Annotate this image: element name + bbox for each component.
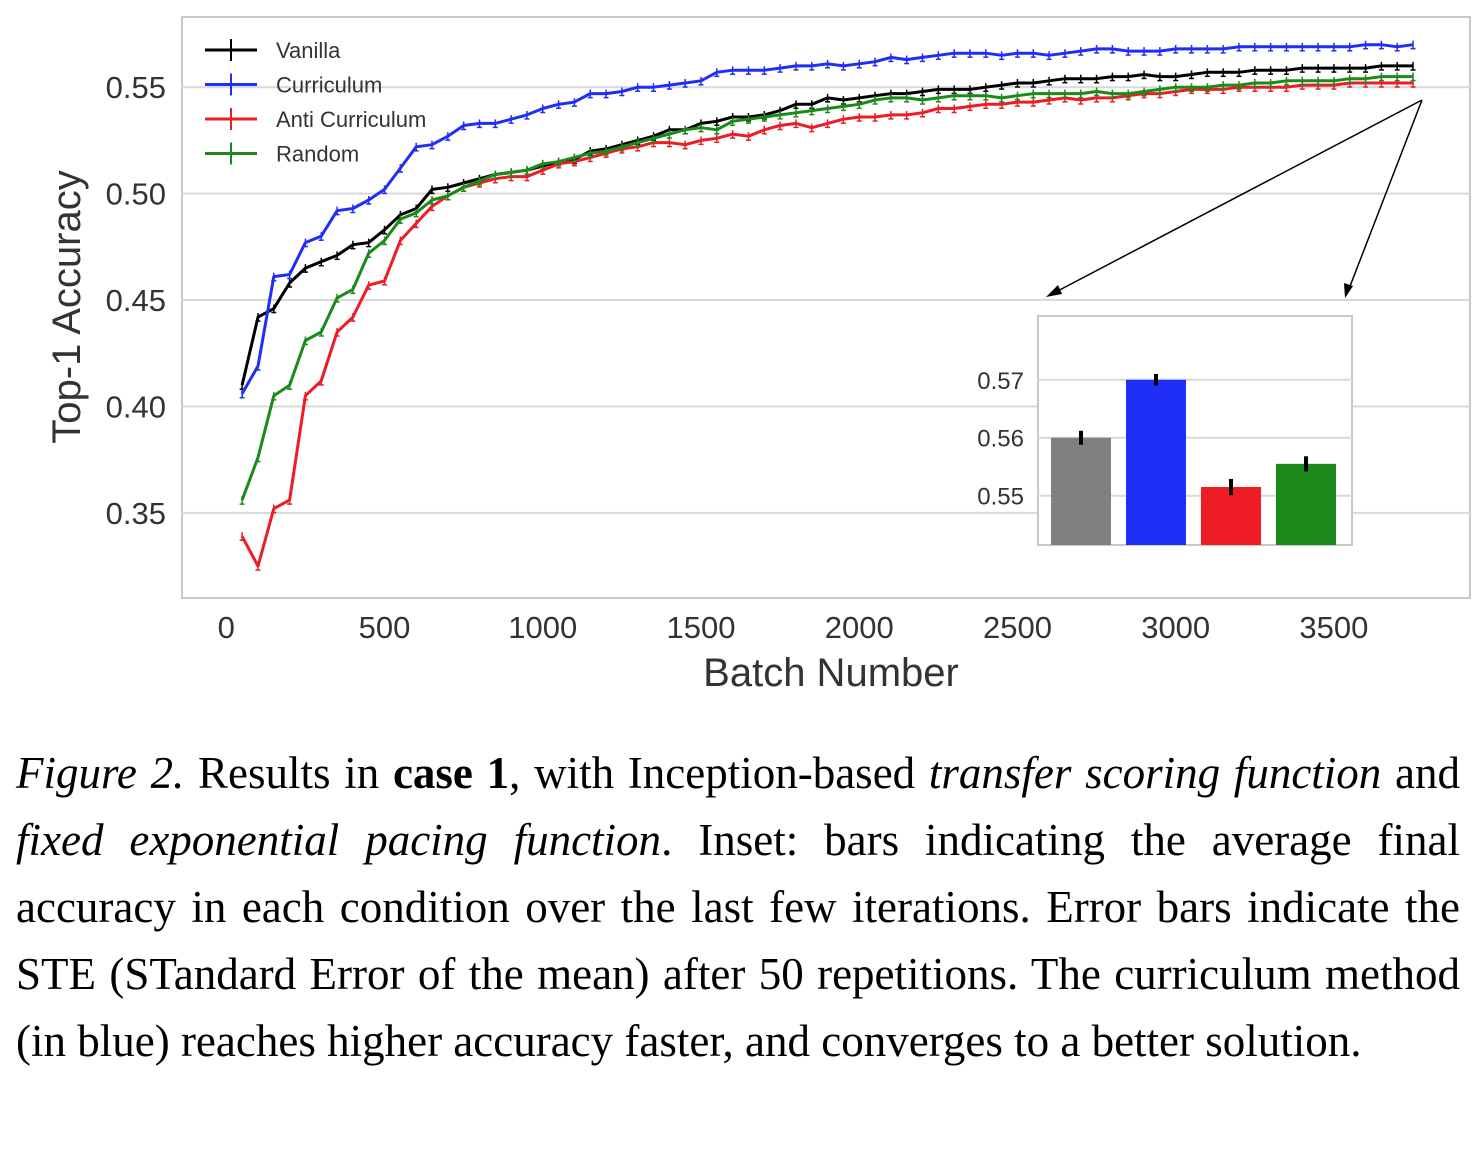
caption-text-1: Results in bbox=[184, 748, 393, 798]
y-tick-label: 0.50 bbox=[106, 177, 166, 212]
y-tick-label: 0.45 bbox=[106, 283, 166, 318]
caption-emphasis-1: transfer scoring function bbox=[928, 748, 1382, 798]
series-random bbox=[239, 72, 1416, 505]
series-curriculum bbox=[239, 40, 1416, 399]
arrow-right bbox=[1346, 99, 1423, 295]
bar-curriculum bbox=[1126, 379, 1186, 545]
legend-label: Vanilla bbox=[276, 38, 341, 63]
legend-label: Random bbox=[276, 142, 359, 167]
caption-emphasis-2: fixed exponential pacing function bbox=[16, 815, 662, 865]
x-tick-label: 0 bbox=[218, 610, 235, 645]
inset-tick-labels: 0.55 0.56 0.57 bbox=[977, 368, 1024, 511]
main-series bbox=[239, 40, 1416, 571]
x-tick-label: 500 bbox=[359, 610, 411, 645]
arrow-left bbox=[1049, 99, 1423, 296]
legend: Vanilla Curriculum Anti Curriculum Random bbox=[205, 38, 426, 167]
bar-vanilla bbox=[1051, 437, 1111, 545]
main-tick-labels: 0.35 0.40 0.45 0.50 0.55 0 500 1000 1500 2000 2500… bbox=[106, 70, 1369, 645]
legend-item-anti-curriculum: Anti Curriculum bbox=[205, 107, 426, 132]
legend-item-vanilla: Vanilla bbox=[205, 38, 341, 63]
arrowhead-right bbox=[1344, 283, 1353, 298]
x-tick-label: 1500 bbox=[667, 610, 736, 645]
y-tick-label: 0.35 bbox=[106, 496, 166, 531]
figure-caption: Figure 2. Results in case 1, with Incept… bbox=[16, 740, 1460, 1075]
caption-text-4: . Inset: bars indicating the average fin… bbox=[16, 815, 1460, 1066]
bar-anti-curriculum bbox=[1201, 487, 1261, 545]
legend-item-curriculum: Curriculum bbox=[205, 73, 382, 98]
x-tick-label: 2500 bbox=[983, 610, 1052, 645]
x-tick-label: 3000 bbox=[1141, 610, 1210, 645]
bar-random bbox=[1276, 463, 1336, 545]
caption-text-3: and bbox=[1381, 748, 1460, 798]
inset-bars bbox=[1051, 373, 1336, 545]
x-tick-label: 1000 bbox=[508, 610, 577, 645]
figure-chart: 0.35 0.40 0.45 0.50 0.55 0 500 1000 1500 2000 2500… bbox=[45, 16, 1471, 695]
legend-item-random: Random bbox=[205, 142, 359, 167]
caption-lead: Figure 2. bbox=[16, 748, 185, 798]
y-axis-title: Top-1 Accuracy bbox=[45, 170, 89, 443]
y-tick-label: 0.55 bbox=[106, 70, 166, 105]
inset-y-tick-label: 0.56 bbox=[977, 426, 1024, 453]
x-axis-title: Batch Number bbox=[703, 651, 959, 695]
series-vanilla bbox=[239, 61, 1416, 390]
caption-bold: case 1 bbox=[392, 748, 510, 798]
x-tick-label: 2000 bbox=[825, 610, 894, 645]
inset-arrows bbox=[1046, 99, 1423, 298]
legend-label: Curriculum bbox=[276, 73, 382, 98]
y-tick-label: 0.40 bbox=[106, 389, 166, 424]
caption-text-2: , with Inception-based bbox=[509, 748, 929, 798]
legend-label: Anti Curriculum bbox=[276, 107, 426, 132]
x-tick-label: 3500 bbox=[1299, 610, 1368, 645]
inset-y-tick-label: 0.57 bbox=[977, 368, 1024, 395]
arrowhead-left bbox=[1046, 285, 1062, 297]
inset-y-tick-label: 0.55 bbox=[977, 484, 1024, 511]
